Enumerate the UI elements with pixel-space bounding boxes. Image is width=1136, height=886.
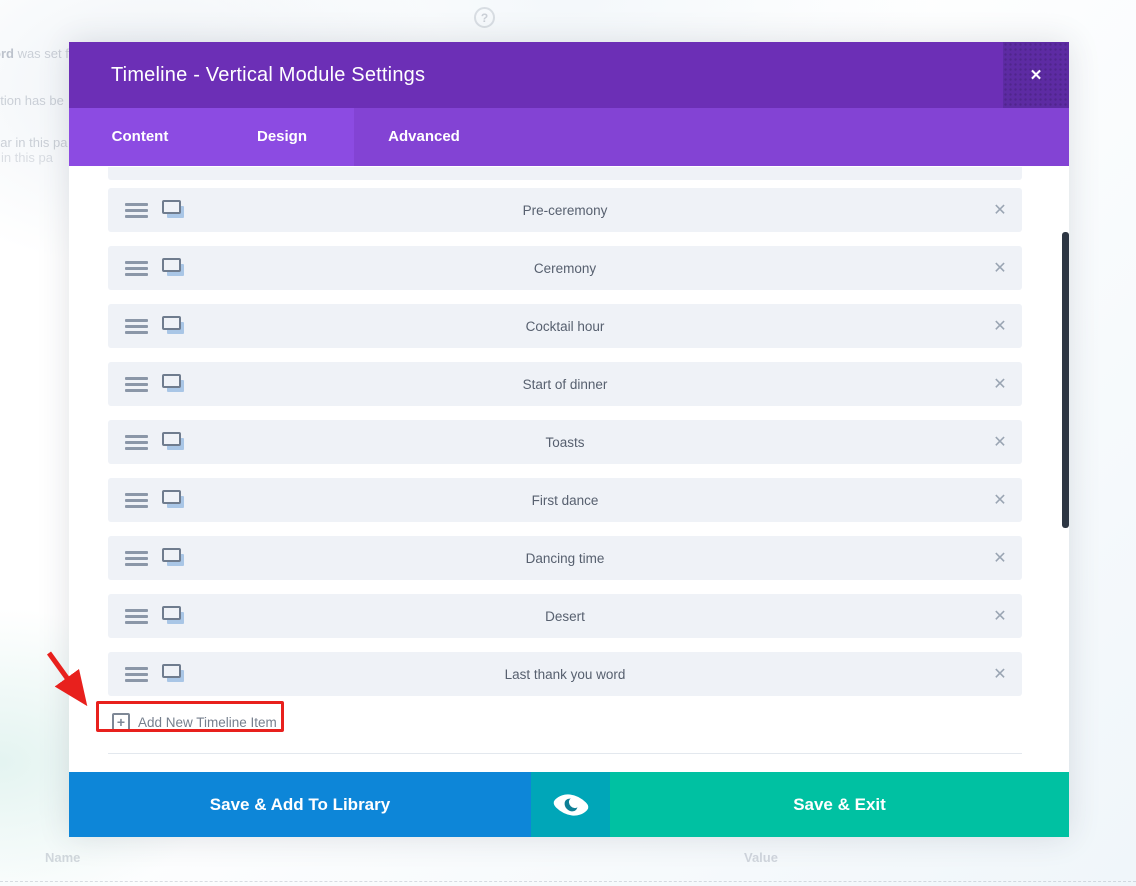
timeline-item-label: First dance	[531, 492, 599, 508]
background-text-fragment-rest: was set f	[13, 46, 69, 61]
timeline-item-label: Last thank you word	[504, 666, 626, 682]
background-text-fragment-bold: ord	[0, 46, 14, 61]
eye-icon	[551, 785, 590, 824]
remove-icon: ✕	[993, 666, 1007, 683]
duplicate-icon[interactable]	[162, 374, 186, 394]
timeline-item-label: Toasts	[545, 434, 585, 450]
delete-item-button[interactable]: ✕	[988, 304, 1012, 348]
duplicate-icon[interactable]	[162, 490, 186, 510]
delete-item-button[interactable]: ✕	[988, 594, 1012, 638]
duplicate-icon[interactable]	[162, 664, 186, 684]
delete-item-button[interactable]: ✕	[988, 362, 1012, 406]
timeline-item-row[interactable]: Start of dinner ✕	[108, 362, 1022, 406]
background-text-fragment: ption has be	[0, 93, 64, 108]
close-icon: ✕	[1029, 67, 1043, 84]
timeline-item-row[interactable]: Dancing time ✕	[108, 536, 1022, 580]
timeline-item-row-partial[interactable]	[108, 167, 1022, 180]
remove-icon: ✕	[993, 434, 1007, 451]
delete-item-button[interactable]: ✕	[988, 420, 1012, 464]
help-icon: ?	[474, 7, 495, 28]
remove-icon: ✕	[993, 260, 1007, 277]
duplicate-icon[interactable]	[162, 606, 186, 626]
background-text-fragment: ear in this pa	[0, 135, 68, 150]
timeline-items-list: Pre-ceremony ✕ Ceremony ✕ Cocktail hour …	[69, 167, 1069, 773]
remove-icon: ✕	[993, 202, 1007, 219]
background-table-header-value: Value	[744, 850, 778, 865]
duplicate-icon[interactable]	[162, 200, 186, 220]
remove-icon: ✕	[993, 376, 1007, 393]
delete-item-button[interactable]: ✕	[988, 246, 1012, 290]
save-add-to-library-button[interactable]: Save & Add To Library	[69, 772, 531, 837]
timeline-item-label: Dancing time	[525, 550, 605, 566]
tab-advanced[interactable]: Advanced	[388, 128, 460, 145]
drag-handle-icon[interactable]	[125, 493, 148, 508]
timeline-item-row[interactable]: Desert ✕	[108, 594, 1022, 638]
remove-icon: ✕	[993, 608, 1007, 625]
timeline-item-row[interactable]: Cocktail hour ✕	[108, 304, 1022, 348]
scrollbar-thumb[interactable]	[1062, 232, 1069, 528]
remove-icon: ✕	[993, 492, 1007, 509]
duplicate-icon[interactable]	[162, 432, 186, 452]
remove-icon: ✕	[993, 550, 1007, 567]
add-new-timeline-item-button[interactable]: + Add New Timeline Item	[108, 710, 277, 734]
module-settings-modal: Timeline - Vertical Module Settings ✕ Co…	[69, 42, 1069, 837]
tab-bar: Content Design Advanced	[69, 108, 1069, 166]
timeline-item-label: Cocktail hour	[525, 318, 605, 334]
tab-design[interactable]: Design	[256, 128, 307, 145]
drag-handle-icon[interactable]	[125, 261, 148, 276]
modal-header: Timeline - Vertical Module Settings ✕	[69, 42, 1069, 108]
tab-row: Content Design Advanced	[69, 108, 1069, 166]
background-text-fragment: r in this pa	[0, 150, 53, 165]
list-divider	[108, 753, 1022, 754]
timeline-item-label: Desert	[545, 608, 585, 624]
background-text-fragment: ord was set f	[0, 46, 69, 61]
close-button[interactable]: ✕	[1003, 42, 1069, 108]
add-new-timeline-item-label: Add New Timeline Item	[138, 714, 277, 730]
timeline-item-label: Ceremony	[533, 260, 597, 276]
timeline-item-row[interactable]: First dance ✕	[108, 478, 1022, 522]
drag-handle-icon[interactable]	[125, 319, 148, 334]
drag-handle-icon[interactable]	[125, 203, 148, 218]
remove-icon: ✕	[993, 318, 1007, 335]
delete-item-button[interactable]: ✕	[988, 652, 1012, 696]
duplicate-icon[interactable]	[162, 258, 186, 278]
drag-handle-icon[interactable]	[125, 377, 148, 392]
drag-handle-icon[interactable]	[125, 435, 148, 450]
drag-handle-icon[interactable]	[125, 667, 148, 682]
duplicate-icon[interactable]	[162, 316, 186, 336]
tab-content[interactable]: Content	[111, 128, 169, 145]
drag-handle-icon[interactable]	[125, 551, 148, 566]
delete-item-button[interactable]: ✕	[988, 188, 1012, 232]
timeline-item-label: Start of dinner	[522, 376, 608, 392]
modal-title: Timeline - Vertical Module Settings	[111, 63, 426, 86]
save-exit-button[interactable]: Save & Exit	[610, 772, 1069, 837]
background-divider	[0, 881, 1136, 882]
plus-icon: +	[112, 713, 130, 731]
duplicate-icon[interactable]	[162, 548, 186, 568]
drag-handle-icon[interactable]	[125, 609, 148, 624]
timeline-item-row[interactable]: Ceremony ✕	[108, 246, 1022, 290]
timeline-item-row[interactable]: Pre-ceremony ✕	[108, 188, 1022, 232]
delete-item-button[interactable]: ✕	[988, 478, 1012, 522]
timeline-item-row[interactable]: Last thank you word ✕	[108, 652, 1022, 696]
timeline-item-row[interactable]: Toasts ✕	[108, 420, 1022, 464]
modal-footer: Save & Add To Library Save & Exit	[69, 772, 1069, 837]
delete-item-button[interactable]: ✕	[988, 536, 1012, 580]
active-tab-highlight	[69, 108, 354, 166]
timeline-item-label: Pre-ceremony	[522, 202, 608, 218]
preview-toggle-button[interactable]	[531, 772, 610, 837]
background-table-header-name: Name	[45, 850, 81, 865]
